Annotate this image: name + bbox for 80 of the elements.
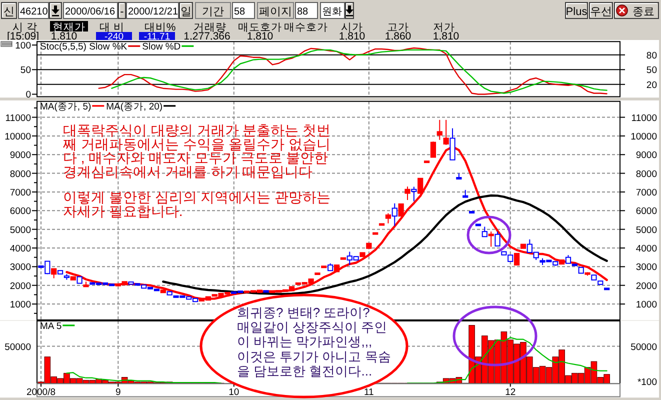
tick-label: 11000 [5,112,31,124]
tick-label: 10 [228,387,240,398]
input-value: 88 [297,6,308,18]
tick-label: 1000 [636,300,657,311]
column-header: 시가 [341,22,363,34]
tick-label: 3000 [636,262,657,274]
legend-label: Stoc(5,5,5) Slow %K [40,42,128,53]
annotation-line: 이렇게 불안한 심리의 지역에서는 관망하는 [63,189,331,205]
tick-label: 7000 [636,187,657,198]
quote-value: 1,810 [432,30,460,42]
tick-label: 6000 [10,206,31,218]
tick-label: 4000 [636,244,657,254]
tick-label: 11000 [631,112,657,124]
tick-label: 7000 [10,187,31,198]
annotation-line: 을 담보로한 혈전이다... [237,363,372,378]
legend-label: MA(종가, 20) [106,101,163,112]
tick-label: 5000 [636,224,657,236]
button-label: 종료 [632,6,654,18]
input-value: 46210 [20,6,48,18]
column-header: 대 비 [100,22,124,34]
input-value: 2000/06/16 [65,6,116,18]
tick-label: 80 [646,50,657,62]
button-label: Plus [566,6,588,18]
column-header: 매도호가 [238,22,282,34]
field-label: 페이지 [259,6,292,18]
tick-label: 8000 [10,168,31,180]
column-header: 현재가 [52,22,86,34]
annotation-line: 대폭락주식이 대량의 거래가 분출하는 첫번 [63,122,331,138]
quote-value: -11.71 [144,32,170,42]
quote-value: 1,810 [246,30,274,42]
annotation-line: 이 바뀌는 막가파인생,,, [237,334,372,350]
column-header: 거래량 [194,22,226,34]
tick-label: 100 [15,40,31,52]
quote-value: 1,860 [384,30,412,42]
column-header: 대비% [144,22,176,34]
input-value: 2000/12/21 [128,6,178,18]
input-value: 58 [234,6,246,18]
tick-label: 10000 [4,131,31,142]
quote-value: 1,810 [50,30,78,42]
tick-label: 2000/8 [26,387,56,398]
tick-label: 12 [505,387,516,398]
annotation-line: *100 [637,377,657,388]
field-label: 기간 [202,6,224,18]
legend-label: Slow %D [142,42,181,53]
quote-value: -240 [104,32,124,42]
input-value: 원화 [322,6,342,18]
button-label: 일 [180,6,192,18]
tick-label: 20 [646,80,657,91]
annotation-line: 매일같이 상장주식이 주인 [237,320,388,335]
quote-value: 1,810 [338,30,366,42]
tick-label: 9000 [10,150,31,162]
button-label: 우선 [590,6,612,18]
tick-label: 50 [20,65,31,76]
annotation-line: 경계심리속에서 거래를 하기 때문입니다 [63,163,313,180]
tick-label: 2000 [636,280,657,292]
annotation-line: 이것은 투기가 아니고 목숨 [237,348,391,364]
tick-label: 0 [26,90,31,101]
tick-label: 5000 [10,224,31,236]
tick-label: 11 [364,387,374,398]
legend-label: MA(종가, 5) [40,101,92,112]
quote-value: 1,277,366 [184,30,230,42]
tick-label: 1000 [10,300,31,311]
tick-label: 50 [646,65,657,76]
tick-label: 10000 [630,131,657,142]
column-header: 매수호가 [284,22,328,34]
button-label: 신 [4,6,14,18]
tick-label: 3000 [10,262,31,274]
legend-label: MA 5 [40,320,62,332]
annotation-line: 50000 [4,342,31,353]
tick-label: 9000 [636,150,657,162]
annotation-line: 50000 [630,342,657,353]
tick-label: 4000 [10,244,31,254]
tick-label: 6000 [636,206,657,218]
column-header: 고가 [387,22,409,34]
tick-label: 9 [116,387,121,398]
column-header: 저가 [433,22,455,34]
tick-label: 8000 [636,168,657,180]
button-label: - [120,6,124,18]
annotation-line: 희귀종? 변태? 또라이? [237,305,370,320]
tick-label: 2000 [10,280,31,292]
